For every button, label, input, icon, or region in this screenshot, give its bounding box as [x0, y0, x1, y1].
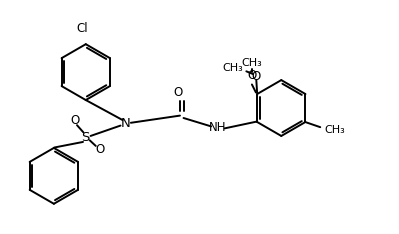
- Text: Cl: Cl: [77, 22, 89, 35]
- Text: CH₃: CH₃: [325, 125, 346, 135]
- Text: O: O: [173, 86, 182, 99]
- Text: S: S: [82, 131, 90, 144]
- Text: CH₃: CH₃: [223, 63, 243, 73]
- Text: O: O: [95, 143, 105, 156]
- Text: O: O: [70, 114, 79, 127]
- Text: N: N: [121, 117, 130, 131]
- Text: NH: NH: [209, 121, 226, 135]
- Text: CH₃: CH₃: [241, 58, 262, 68]
- Text: O: O: [252, 69, 261, 83]
- Text: O: O: [247, 69, 256, 82]
